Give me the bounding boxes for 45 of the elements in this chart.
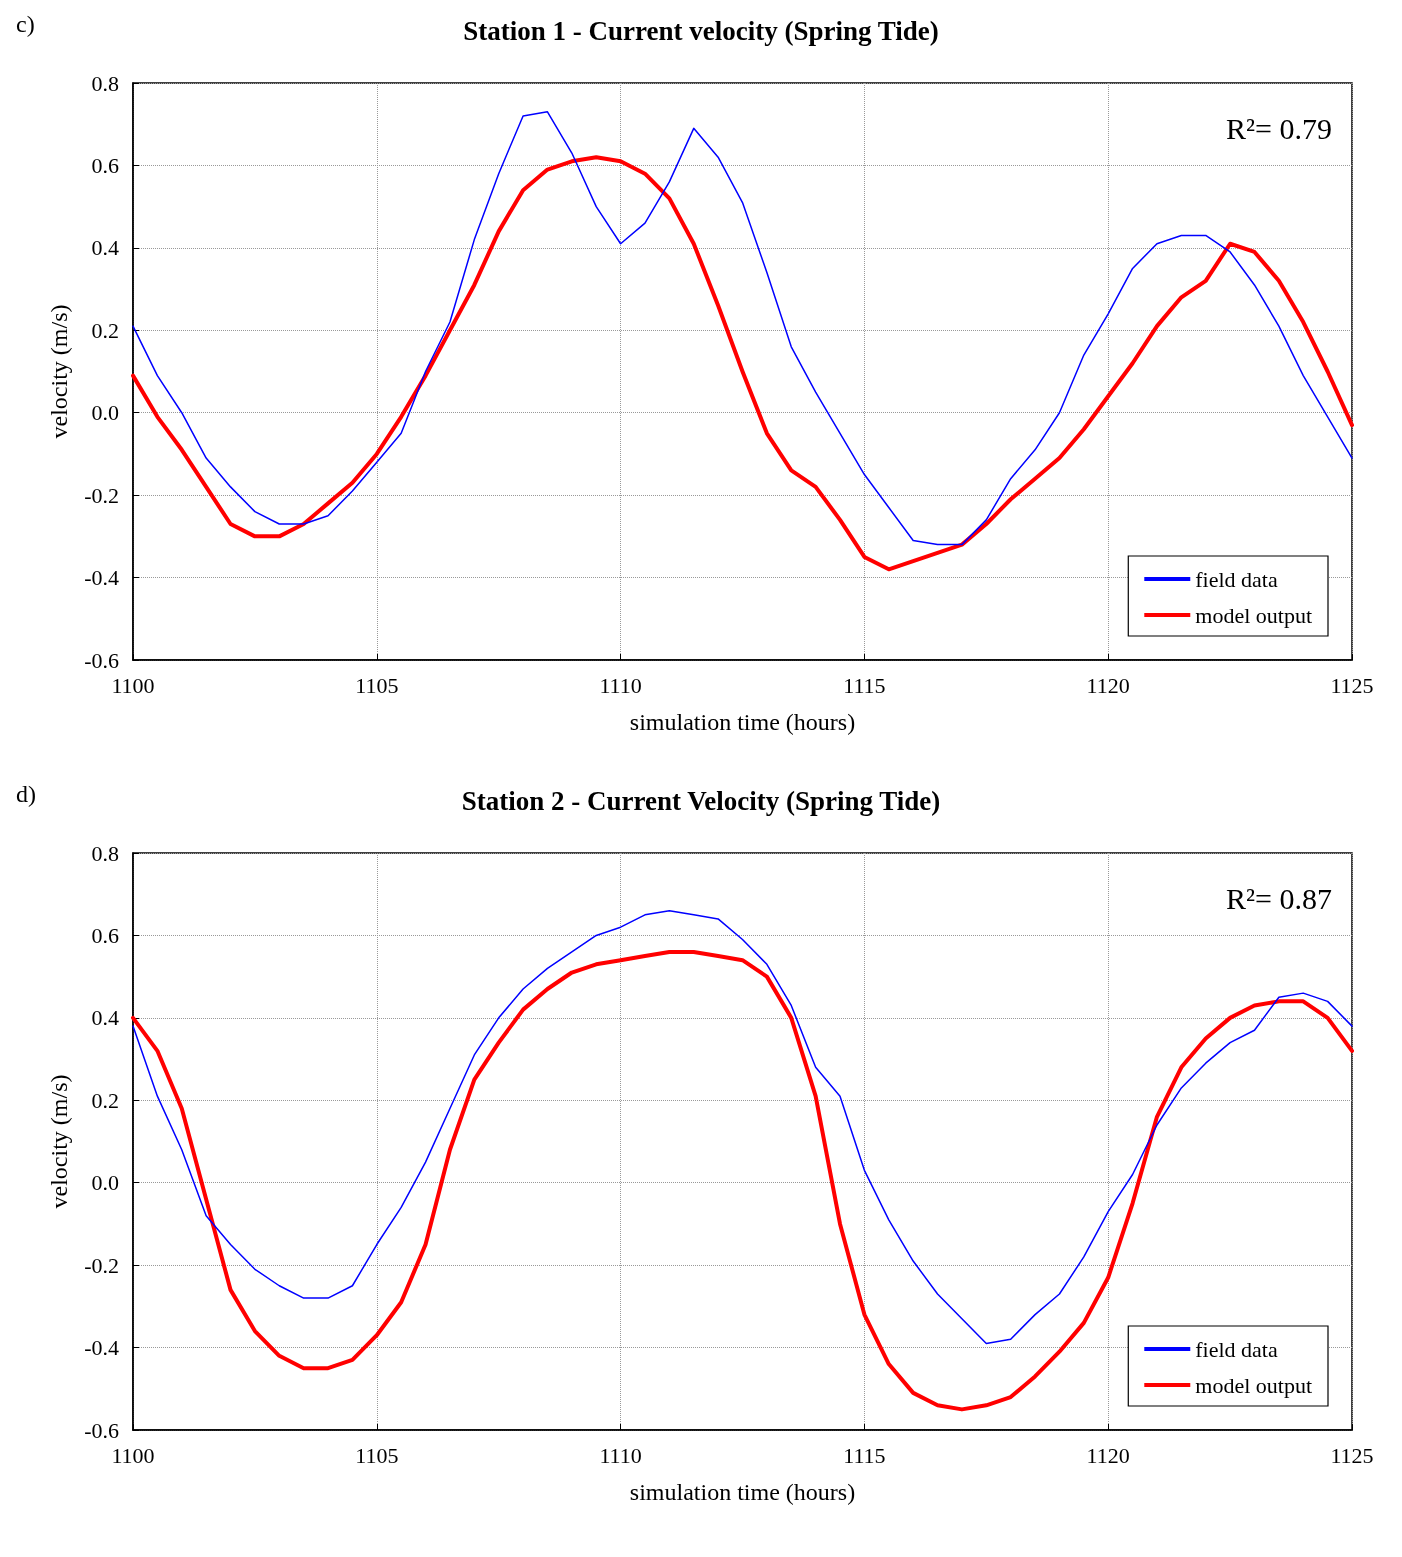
- y-axis-title: velocity (m/s): [46, 304, 72, 439]
- x-tick-label: 1100: [111, 672, 155, 698]
- y-tick-label: -0.2: [84, 482, 119, 508]
- y-tick-label: 0.6: [91, 152, 119, 178]
- y-axis-title: velocity (m/s): [46, 1074, 72, 1209]
- text: c): [16, 11, 35, 37]
- chart-title: Station 2 - Current Velocity (Spring Tide): [461, 785, 941, 816]
- y-tick-label: 0.8: [91, 840, 119, 866]
- y-tick-label: -0.2: [84, 1252, 119, 1278]
- line-series: [132, 111, 1353, 546]
- text: d): [16, 781, 36, 807]
- x-tick-label: 1125: [1330, 1442, 1374, 1468]
- x-axis-title: simulation time (hours): [629, 1479, 856, 1505]
- y-tick-label: 0.8: [91, 70, 119, 96]
- legend-label: field data: [1195, 1336, 1278, 1362]
- y-tick-label: 0.2: [91, 1087, 119, 1113]
- y-tick-label: -0.4: [84, 1335, 119, 1361]
- y-tick-label: 0.4: [91, 1005, 119, 1031]
- legend-label: model output: [1195, 1372, 1312, 1398]
- x-tick-label: 1105: [355, 672, 399, 698]
- line-series: [131, 949, 1354, 1412]
- x-tick-label: 1115: [843, 1442, 886, 1468]
- y-tick-label: -0.6: [84, 1417, 119, 1443]
- x-tick-label: 1115: [843, 672, 886, 698]
- x-tick-label: 1125: [1330, 672, 1374, 698]
- annotation: R²= 0.79: [1226, 111, 1333, 145]
- x-tick-label: 1100: [111, 1442, 155, 1468]
- annotation: R²= 0.87: [1226, 881, 1333, 915]
- y-tick-label: 0.0: [91, 1170, 119, 1196]
- chart-title: Station 1 - Current velocity (Spring Tide): [463, 15, 939, 46]
- y-tick-label: 0.6: [91, 922, 119, 948]
- x-tick-label: 1110: [599, 1442, 642, 1468]
- x-tick-label: 1110: [599, 672, 642, 698]
- x-tick-label: 1120: [1086, 1442, 1130, 1468]
- x-tick-label: 1105: [355, 1442, 399, 1468]
- x-tick-label: 1120: [1086, 672, 1130, 698]
- y-tick-label: 0.2: [91, 317, 119, 343]
- x-axis-title: simulation time (hours): [629, 709, 856, 735]
- y-tick-label: 0.4: [91, 235, 119, 261]
- y-tick-label: 0.0: [91, 400, 119, 426]
- y-tick-label: -0.4: [84, 565, 119, 591]
- legend-label: model output: [1195, 602, 1312, 628]
- line-series: [131, 155, 1354, 572]
- y-tick-label: -0.6: [84, 647, 119, 673]
- legend-label: field data: [1195, 566, 1278, 592]
